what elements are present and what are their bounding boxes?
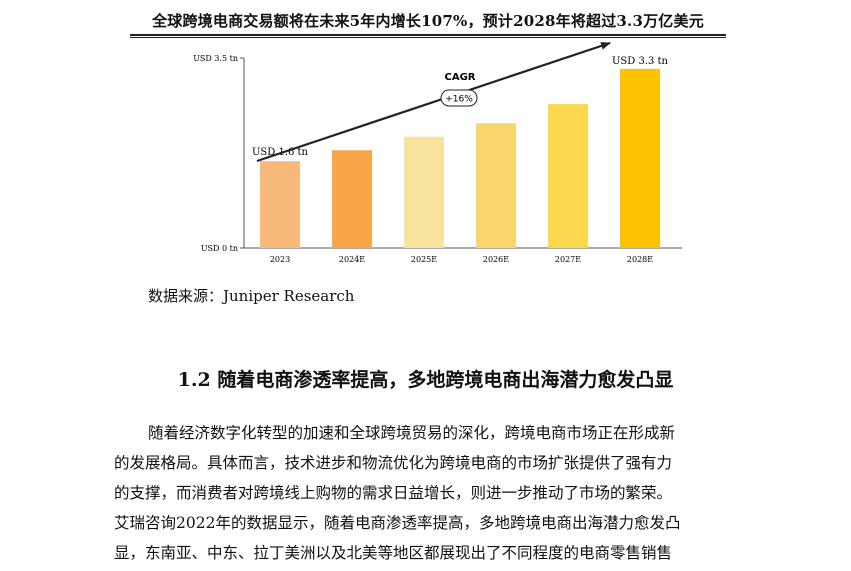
bar-2024E [332,150,372,248]
bar-2027E [548,104,588,249]
body-line: 的支撑，而消费者对跨境线上购物的需求日益增长，则进一步推动了市场的繁荣。 [114,484,673,502]
chart-title: 全球跨境电商交易额将在未来5年内增长107%，预计2028年将超过3.3万亿美元 [152,12,704,30]
x-tick-label: 2028E [627,255,653,264]
title-rule-thin [130,37,726,38]
title-rule [130,34,726,36]
cagr-label: CAGR [445,72,476,83]
x-tick-label: 2026E [483,255,509,264]
x-tick-label: 2024E [339,255,365,264]
bar-2025E [404,136,444,248]
y-tick-label: USD 3.5 tn [193,54,238,63]
x-tick-label: 2023 [270,255,290,264]
x-tick-label: 2025E [411,255,437,264]
bar-2026E [476,123,516,248]
cagr-value: +16% [445,95,473,105]
body-line: 的发展格局。具体而言，技术进步和物流优化为跨境电商的市场扩张提供了强有力 [114,454,673,472]
source-note: 数据来源：Juniper Research [148,287,355,305]
body-line: 随着经济数字化转型的加速和全球跨境贸易的深化，跨境电商市场正在形成新 [148,424,676,442]
bar-chart: USD 0 tn USD 3.5 tn 2023 2024E 2025E 2026E 20… [193,41,682,264]
body-paragraph: 随着经济数字化转型的加速和全球跨境贸易的深化，跨境电商市场正在形成新 的发展格局… [114,418,744,568]
cagr-arrow [256,41,611,163]
body-line: 艾瑞咨询2022年的数据显示，随着电商渗透率提高，多地跨境电商出海潜力愈发凸 [114,514,681,532]
section-heading: 1.2 随着电商渗透率提高，多地跨境电商出海潜力愈发凸显 [177,369,674,391]
cagr-pill [440,89,478,107]
x-tick-label: 2027E [555,255,581,264]
y-tick-label: USD 0 tn [201,244,238,253]
data-label-last: USD 3.3 tn [612,56,669,67]
bar-2023 [260,161,300,248]
body-line: 显，东南亚、中东、拉丁美洲以及北美等地区都展现出了不同程度的电商零售销售 [114,544,673,562]
bar-2028E [620,68,660,248]
